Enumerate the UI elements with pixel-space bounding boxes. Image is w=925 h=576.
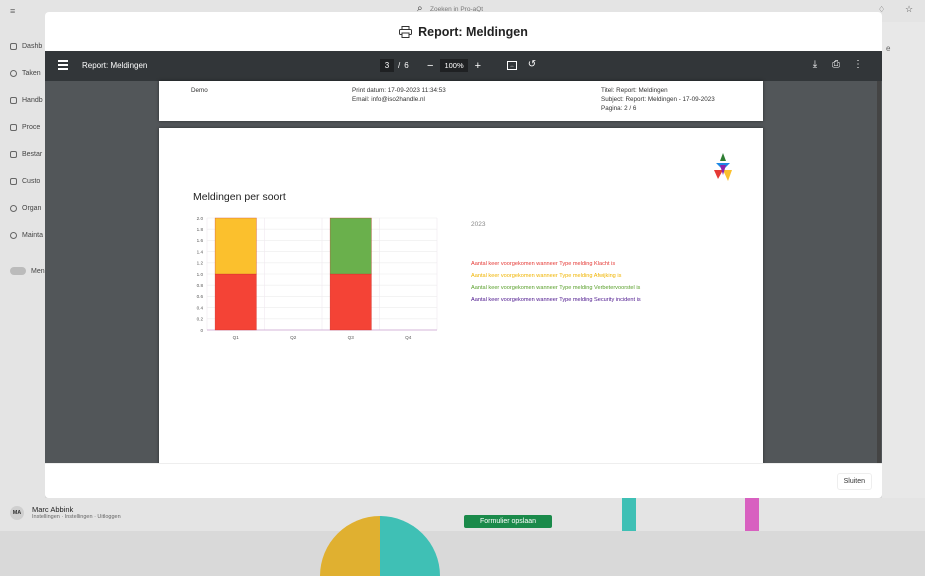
sidebar-item-handbook[interactable]: Handb bbox=[10, 97, 43, 104]
legend-item: Aantal keer voorgekomen wanneer Type mel… bbox=[471, 273, 622, 279]
toggle-switch[interactable] bbox=[10, 267, 26, 275]
star-icon[interactable]: ☆ bbox=[905, 4, 914, 14]
sidebar-item-management[interactable]: Bestar bbox=[10, 151, 42, 158]
zoom-in-icon[interactable]: + bbox=[474, 59, 482, 72]
x-tick-label: Q3 bbox=[348, 335, 355, 340]
y-tick-label: 1.8 bbox=[197, 227, 204, 232]
bar-hint-teal bbox=[622, 498, 636, 531]
customer-icon bbox=[10, 178, 17, 185]
y-tick-label: 0.6 bbox=[197, 294, 204, 299]
sidebar-item-maintenance[interactable]: Mainta bbox=[10, 232, 43, 239]
app-sidebar: Dashb Taken Handb Proce Bestar Custo Org… bbox=[0, 22, 45, 531]
modal-title: Report: Meldingen bbox=[418, 24, 528, 39]
fit-page-icon[interactable]: ↔ bbox=[507, 61, 517, 70]
bar-hint-pink bbox=[745, 498, 759, 531]
doc-page: Pagina: 2 / 6 bbox=[601, 105, 637, 112]
bar-segment bbox=[214, 217, 257, 275]
pdf-page-previous: Demo Print datum: 17-09-2023 11:34:53 Em… bbox=[159, 81, 763, 121]
user-name: Marc Abbink bbox=[32, 505, 74, 514]
doc-subject: Subject: Report: Meldingen - 17-09-2023 bbox=[601, 96, 715, 103]
sidebar-item-customers[interactable]: Custo bbox=[10, 178, 40, 185]
page-navigation: 3 / 6 bbox=[380, 59, 409, 72]
pdf-toolbar: Report: Meldingen 3 / 6 − 100% + ↔ ↺ ⤓ ⎙… bbox=[45, 51, 882, 81]
company-logo bbox=[714, 153, 732, 181]
notification-icon[interactable]: ♢ bbox=[878, 5, 886, 14]
y-tick-label: 0.8 bbox=[197, 283, 204, 288]
y-tick-label: 0.4 bbox=[197, 305, 204, 310]
y-tick-label: 1.0 bbox=[197, 272, 204, 277]
x-tick-label: Q2 bbox=[290, 335, 297, 340]
x-tick-label: Q1 bbox=[233, 335, 240, 340]
legend-item: Aantal keer voorgekomen wanneer Type mel… bbox=[471, 261, 616, 267]
viewer-scrollbar[interactable] bbox=[877, 81, 881, 463]
bar-segment bbox=[329, 273, 372, 331]
process-icon bbox=[10, 124, 17, 131]
sidebar-item-organisation[interactable]: Organ bbox=[10, 205, 41, 212]
y-tick-label: 1.6 bbox=[197, 238, 204, 243]
y-tick-label: 1.2 bbox=[197, 261, 204, 266]
modal-footer: Sluiten bbox=[45, 463, 882, 498]
sidebar-item-processes[interactable]: Proce bbox=[10, 124, 40, 131]
page-number-input[interactable]: 3 bbox=[380, 59, 394, 72]
pdf-viewer: Report: Meldingen 3 / 6 − 100% + ↔ ↺ ⤓ ⎙… bbox=[45, 51, 882, 468]
app-bottom-area bbox=[0, 498, 925, 576]
download-icon[interactable]: ⤓ bbox=[812, 59, 818, 70]
folder-icon bbox=[10, 97, 17, 104]
right-panel-label: e bbox=[886, 44, 891, 53]
sidebar-item-tasks[interactable]: Taken bbox=[10, 70, 41, 77]
y-tick-label: 0.2 bbox=[197, 317, 204, 322]
pdf-doc-title: Report: Meldingen bbox=[82, 61, 148, 70]
header-org: Demo bbox=[191, 87, 208, 94]
avatar[interactable]: MA bbox=[10, 505, 24, 520]
user-links[interactable]: Instellingen · Instellingen · Uitloggen bbox=[32, 514, 121, 520]
bar-segment bbox=[329, 217, 372, 275]
hamburger-icon[interactable] bbox=[58, 60, 68, 70]
donut-chart-hint bbox=[320, 516, 440, 576]
user-bar: MA Marc Abbink Instellingen · Instelling… bbox=[10, 505, 121, 520]
zoom-out-icon[interactable]: − bbox=[427, 59, 434, 72]
legend-item: Aantal keer voorgekomen wanneer Type mel… bbox=[471, 285, 641, 291]
sidebar-item-dashboard[interactable]: Dashb bbox=[10, 43, 42, 50]
y-tick-label: 0 bbox=[200, 328, 203, 333]
home-icon bbox=[10, 43, 17, 50]
doc-title: Titel: Report: Meldingen bbox=[601, 87, 668, 94]
print-date: Print datum: 17-09-2023 11:34:53 bbox=[352, 87, 446, 94]
x-tick-label: Q4 bbox=[405, 335, 412, 340]
search-icon: ⌕ bbox=[417, 3, 423, 14]
people-icon bbox=[10, 205, 17, 212]
page-total: 6 bbox=[404, 61, 409, 70]
chart-title: Meldingen per soort bbox=[193, 191, 286, 203]
close-button[interactable]: Sluiten bbox=[836, 473, 872, 490]
save-form-button[interactable]: Formulier opslaan bbox=[464, 515, 553, 528]
zoom-level-input[interactable]: 100% bbox=[440, 59, 468, 72]
menu-toggle[interactable]: Men bbox=[10, 267, 45, 275]
app-right-panel: e bbox=[882, 22, 925, 531]
pdf-page-current: Meldingen per soort 0 0.2 0.4 0.6 0.8 1.0 1.2 1… bbox=[159, 128, 763, 468]
y-tick-label: 1.4 bbox=[197, 249, 204, 254]
zoom-controls: − 100% + bbox=[427, 59, 481, 72]
header-doc-info: Titel: Report: Meldingen Subject: Report… bbox=[601, 86, 715, 113]
document-icon bbox=[10, 151, 17, 158]
page-separator: / bbox=[398, 61, 401, 70]
more-options-icon[interactable]: ⋮ bbox=[853, 59, 863, 70]
menu-icon[interactable]: ≡ bbox=[10, 6, 16, 16]
contact-email: Email: info@iso2handle.nl bbox=[352, 96, 425, 103]
report-modal: Report: Meldingen Report: Meldingen 3 / … bbox=[45, 12, 882, 498]
bar-chart: 0 0.2 0.4 0.6 0.8 1.0 1.2 1.4 1.6 1.8 2.0 Q1 Q2 Q3 Q4 bbox=[197, 216, 438, 340]
search-input[interactable]: Zoeken in Pro-aQt bbox=[430, 6, 484, 13]
header-print-info: Print datum: 17-09-2023 11:34:53 Email: … bbox=[352, 86, 446, 104]
bar-segment bbox=[214, 273, 257, 331]
rotate-icon[interactable]: ↺ bbox=[527, 59, 537, 70]
print-icon[interactable]: ⎙ bbox=[832, 59, 840, 70]
chart-legend: Aantal keer voorgekomen wanneer Type mel… bbox=[471, 258, 641, 306]
gear-icon bbox=[10, 232, 17, 239]
printer-icon bbox=[399, 25, 413, 38]
modal-header: Report: Meldingen bbox=[45, 12, 882, 51]
check-icon bbox=[10, 70, 17, 77]
y-tick-label: 2.0 bbox=[197, 216, 204, 221]
legend-year: 2023 bbox=[471, 221, 486, 228]
legend-item: Aantal keer voorgekomen wanneer Type mel… bbox=[471, 297, 641, 303]
